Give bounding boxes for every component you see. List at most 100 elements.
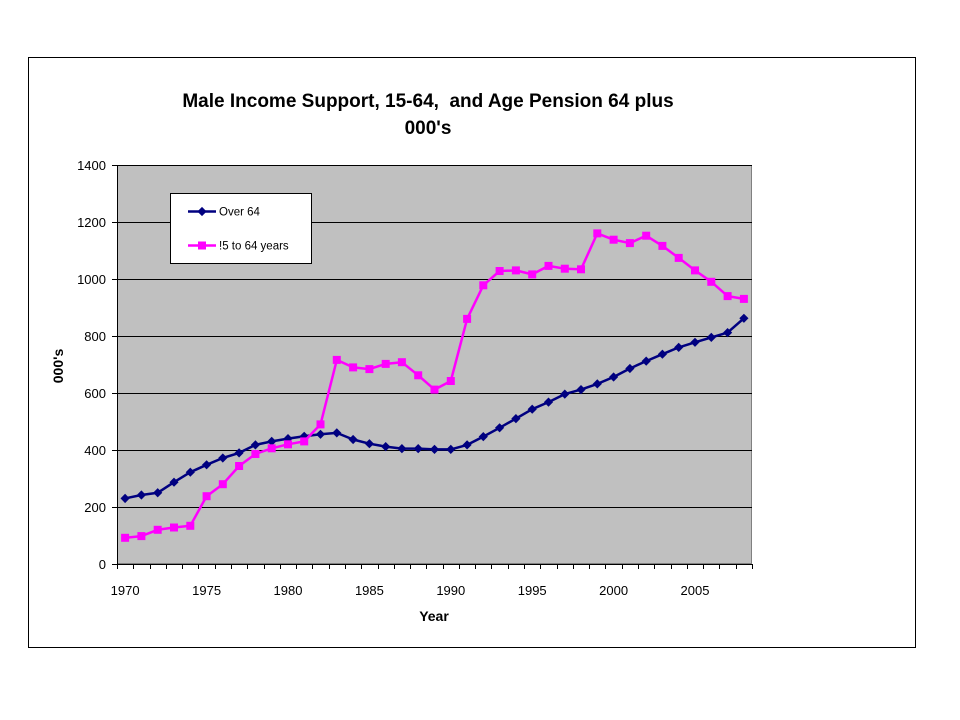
legend-label-over-64: Over 64 (219, 207, 261, 219)
over-64-point-1986 (381, 442, 391, 452)
15-to-64-years-point-2008 (739, 294, 748, 303)
15-to-64-years-point-1971 (137, 532, 146, 541)
over-64-point-1995 (527, 404, 537, 414)
x-tick-label: 1985 (355, 583, 384, 598)
over-64-point-1976 (218, 453, 228, 463)
y-tick-label: 1000 (77, 272, 106, 287)
over-64-point-1975 (202, 460, 212, 470)
15-to-64-years-point-1972 (153, 525, 162, 534)
15-to-64-years-point-1978 (251, 450, 260, 458)
over-64-point-1997 (560, 389, 570, 399)
x-tick-label: 1970 (111, 583, 140, 598)
over-64-point-1978 (250, 440, 260, 450)
15-to-64-years-point-2000 (609, 235, 618, 244)
chart-title: Male Income Support, 15-64, and Age Pens… (182, 91, 673, 112)
15-to-64-years-point-2004 (674, 253, 683, 262)
legend-marker-over-64 (197, 206, 207, 217)
legend-entry-over-64: Over 64 (188, 207, 261, 219)
over-64-point-1981 (299, 431, 309, 441)
15-to-64-years-point-1983 (332, 355, 341, 364)
over-64-point-2008 (739, 313, 749, 323)
15-to-64-years-point-1984 (349, 363, 358, 372)
15-to-64-years-point-1975 (202, 492, 211, 501)
over-64-point-1974 (185, 467, 195, 477)
15-to-64-years-point-2001 (625, 239, 634, 248)
over-64-point-1984 (348, 434, 358, 445)
over-64-point-2007 (723, 328, 733, 338)
y-axis-title: 000's (50, 349, 66, 384)
series-15-to-64-years (121, 229, 748, 542)
15-to-64-years-point-1970 (121, 533, 130, 542)
y-tick-label: 0 (99, 557, 106, 572)
chart-subtitle: 000's (405, 118, 452, 139)
over-64-point-1991 (462, 440, 472, 450)
over-64-point-1989 (429, 444, 440, 454)
legend-marker-15-to-64-years (198, 241, 206, 250)
y-tick-label: 400 (84, 443, 106, 458)
15-to-64-years-point-1991 (463, 314, 472, 323)
15-to-64-years-point-1988 (414, 371, 423, 380)
over-64-point-1982 (315, 429, 326, 439)
15-to-64-years-point-1999 (593, 229, 602, 238)
15-to-64-years-point-1986 (381, 359, 390, 368)
15-to-64-years-point-2007 (723, 292, 732, 301)
over-64-point-2006 (706, 332, 716, 342)
legend: Over 64 !5 to 64 years (170, 193, 312, 264)
over-64-point-1977 (234, 448, 244, 458)
15-to-64-years-point-1997 (560, 264, 569, 273)
15-to-64-years-point-2002 (642, 231, 651, 240)
over-64-point-1983 (332, 428, 342, 438)
15-to-64-years-point-1976 (218, 480, 227, 489)
over-64-point-1999 (592, 379, 602, 389)
over-64-point-1987 (397, 444, 407, 454)
15-to-64-years-point-1994 (511, 266, 520, 275)
y-tick-label: 1200 (77, 215, 106, 230)
over-64-point-1998 (576, 385, 586, 395)
y-axis-ticks: 0 200 400 600 800 1000 1200 1400 (77, 158, 117, 572)
x-tick-label: 2000 (599, 583, 628, 598)
legend-label-15-to-64-years: !5 to 64 years (219, 241, 289, 253)
y-tick-label: 800 (84, 329, 106, 344)
over-64-point-1992 (478, 432, 488, 442)
y-tick-label: 600 (84, 386, 106, 401)
15-to-64-years-point-1980 (284, 440, 292, 449)
series-layer (120, 229, 749, 542)
15-to-64-years-point-1992 (479, 281, 488, 290)
over-64-point-1970 (120, 493, 130, 504)
legend-box (170, 193, 312, 264)
over-64-point-1993 (495, 423, 505, 433)
15-to-64-years-point-1995 (528, 270, 537, 279)
15-to-64-years-point-1989 (430, 385, 439, 394)
x-tick-label: 1980 (274, 583, 303, 598)
x-axis-ticks: 1970 1975 1980 1985 1990 1995 2000 2005 (111, 564, 753, 598)
15-to-64-years-point-1973 (170, 523, 178, 532)
15-to-64-years-point-1982 (316, 420, 325, 429)
over-64-point-1994 (511, 414, 521, 424)
15-to-64-years-point-2005 (691, 266, 699, 275)
15-to-64-years-point-1987 (397, 358, 406, 367)
over-64-point-1985 (364, 439, 374, 449)
15-to-64-years-point-2003 (658, 241, 667, 250)
y-tick-label: 200 (84, 500, 106, 515)
15-to-64-years-point-1996 (544, 261, 553, 270)
over-64-point-1990 (446, 444, 456, 454)
over-64-point-2000 (609, 372, 619, 382)
15-to-64-years-point-1985 (365, 365, 374, 374)
over-64-point-1979 (267, 436, 277, 447)
over-64-point-2003 (657, 349, 667, 359)
x-tick-label: 2005 (681, 583, 710, 598)
x-axis-title: Year (419, 608, 449, 624)
15-to-64-years-point-1979 (267, 444, 276, 453)
15-to-64-years-point-1981 (300, 437, 309, 446)
15-to-64-years-point-1998 (577, 265, 585, 274)
15-to-64-years-point-1977 (235, 462, 244, 470)
over-64-point-2004 (674, 342, 684, 352)
over-64-point-1972 (153, 488, 163, 498)
legend-entry-15-to-64-years: !5 to 64 years (188, 241, 289, 253)
x-tick-label: 1975 (192, 583, 221, 598)
15-to-64-years-point-1974 (186, 521, 195, 530)
over-64-point-2001 (625, 363, 635, 374)
over-64-point-1971 (136, 490, 146, 500)
over-64-point-2002 (641, 356, 651, 366)
